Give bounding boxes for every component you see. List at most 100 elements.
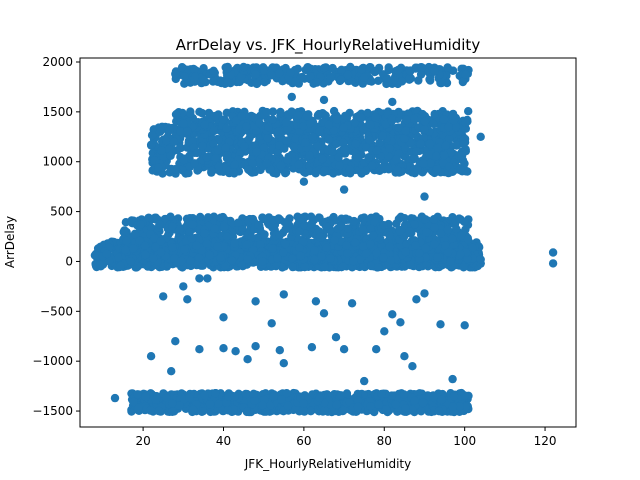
data-point (358, 168, 367, 177)
data-point (416, 70, 426, 79)
scatter-points (90, 62, 558, 417)
data-point (184, 168, 193, 178)
data-point (405, 66, 415, 76)
data-point (447, 263, 456, 272)
data-point (197, 108, 207, 118)
data-point (167, 222, 177, 231)
data-point (305, 72, 315, 81)
data-point (219, 242, 228, 251)
data-point (281, 239, 290, 249)
data-point (411, 241, 420, 250)
data-point (306, 407, 315, 416)
data-point (420, 117, 430, 126)
data-point (277, 395, 286, 404)
data-point (305, 119, 315, 128)
data-point (336, 221, 345, 231)
data-point (268, 244, 277, 253)
data-point (175, 225, 185, 234)
data-point (274, 214, 283, 223)
data-point (294, 160, 304, 169)
data-point (190, 159, 199, 168)
data-point (104, 256, 114, 265)
data-point (259, 143, 269, 152)
data-point (147, 131, 157, 140)
data-point (194, 253, 204, 262)
data-point (280, 144, 289, 153)
data-point (367, 161, 377, 170)
data-point (430, 223, 439, 232)
data-point (429, 215, 439, 224)
data-point (385, 144, 394, 153)
data-point (387, 116, 397, 126)
data-point (148, 254, 158, 263)
data-point (254, 220, 263, 230)
data-point (349, 216, 359, 226)
data-point (235, 125, 244, 134)
data-point (392, 154, 401, 164)
data-point (443, 248, 453, 257)
data-point (229, 167, 238, 177)
data-point (363, 108, 372, 118)
data-point (422, 228, 431, 237)
data-point (268, 115, 277, 124)
data-point (329, 169, 338, 178)
data-point (459, 263, 468, 272)
data-point (282, 136, 291, 145)
data-point (368, 231, 378, 240)
data-point (311, 167, 321, 176)
data-point (154, 163, 163, 173)
data-point (441, 141, 450, 150)
data-point (312, 78, 322, 87)
data-point (432, 165, 442, 174)
data-point (382, 74, 392, 84)
data-point (328, 147, 337, 156)
data-point (168, 243, 177, 252)
data-point (394, 123, 403, 132)
data-point (283, 124, 292, 134)
data-point (251, 70, 260, 79)
data-point (144, 213, 153, 222)
data-point (384, 63, 393, 72)
data-point (393, 166, 402, 175)
data-point (276, 161, 286, 171)
data-point (253, 233, 262, 243)
data-point (136, 220, 145, 229)
data-point (177, 62, 187, 72)
data-point (268, 142, 277, 152)
data-point (126, 257, 136, 266)
data-point (439, 151, 449, 160)
data-point (418, 398, 428, 408)
data-point (429, 119, 438, 128)
data-point (176, 127, 185, 136)
data-point (180, 245, 189, 254)
data-point (366, 120, 375, 130)
data-point (461, 225, 470, 234)
data-point (274, 127, 283, 136)
data-point (179, 155, 189, 165)
data-point (444, 122, 453, 132)
data-point (287, 254, 297, 263)
data-point (249, 113, 259, 122)
data-point (237, 260, 246, 269)
data-point (451, 122, 461, 132)
data-point (409, 114, 419, 124)
data-point (267, 71, 276, 80)
data-point (239, 142, 249, 151)
data-point (340, 145, 349, 155)
data-point (372, 146, 382, 155)
data-point (463, 254, 472, 264)
data-point (318, 154, 327, 164)
data-point (230, 160, 239, 169)
data-point (102, 249, 112, 259)
data-point (330, 236, 339, 245)
data-point (464, 107, 473, 116)
data-point (166, 212, 175, 221)
data-point (337, 65, 346, 75)
data-point (433, 143, 443, 153)
data-point (374, 76, 383, 86)
data-point (260, 66, 269, 76)
data-point (252, 147, 261, 157)
data-point (341, 111, 350, 121)
data-point (366, 224, 375, 233)
data-point (433, 253, 442, 262)
